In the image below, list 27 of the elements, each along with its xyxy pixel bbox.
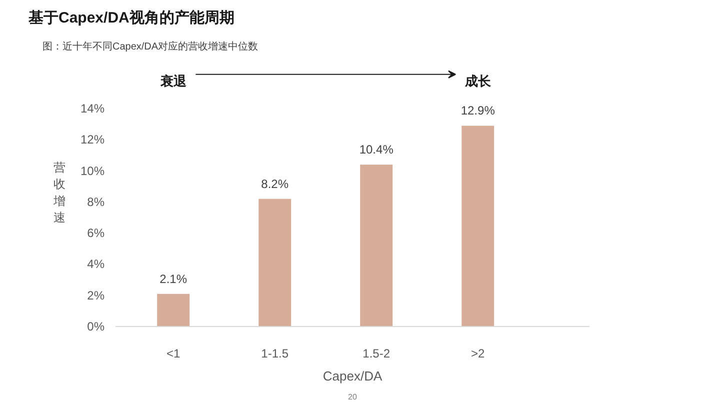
data-label: 2.1% [160,272,188,286]
y-tick-label: 6% [87,226,105,240]
bar [258,198,292,326]
chart-title: 基于Capex/DA视角的产能周期 [28,10,234,26]
bar [462,126,494,326]
y-tick-label: 4% [87,257,105,272]
data-label: 8.2% [261,176,289,191]
y-tick-label: 0% [87,320,105,334]
text: 20 [348,392,358,402]
x-tick-label: <1 [166,346,181,360]
bar [360,164,393,326]
y-tick-label: 12% [80,132,105,147]
x-tick-label: >2 [471,346,486,360]
y-tick-label: 14% [80,102,105,116]
bar [157,294,190,326]
y-tick-label: 2% [87,288,105,302]
chart-subtitle: 图：近十年不同Capex/DA对应的营收增速中位数 [42,40,258,52]
y-tick-label: 8% [87,194,105,209]
y-tick-label: 10% [80,164,105,178]
x-axis-title: Capex/DA [322,368,382,384]
x-tick-label: 1-1.5 [261,346,289,360]
x-tick-label: 1.5-2 [362,346,390,360]
text: 成长 [464,74,492,89]
y-axis-title: 营收增速 [52,160,66,225]
text: 衰退 [159,74,188,89]
data-label: 12.9% [460,104,496,118]
data-label: 10.4% [359,142,394,157]
